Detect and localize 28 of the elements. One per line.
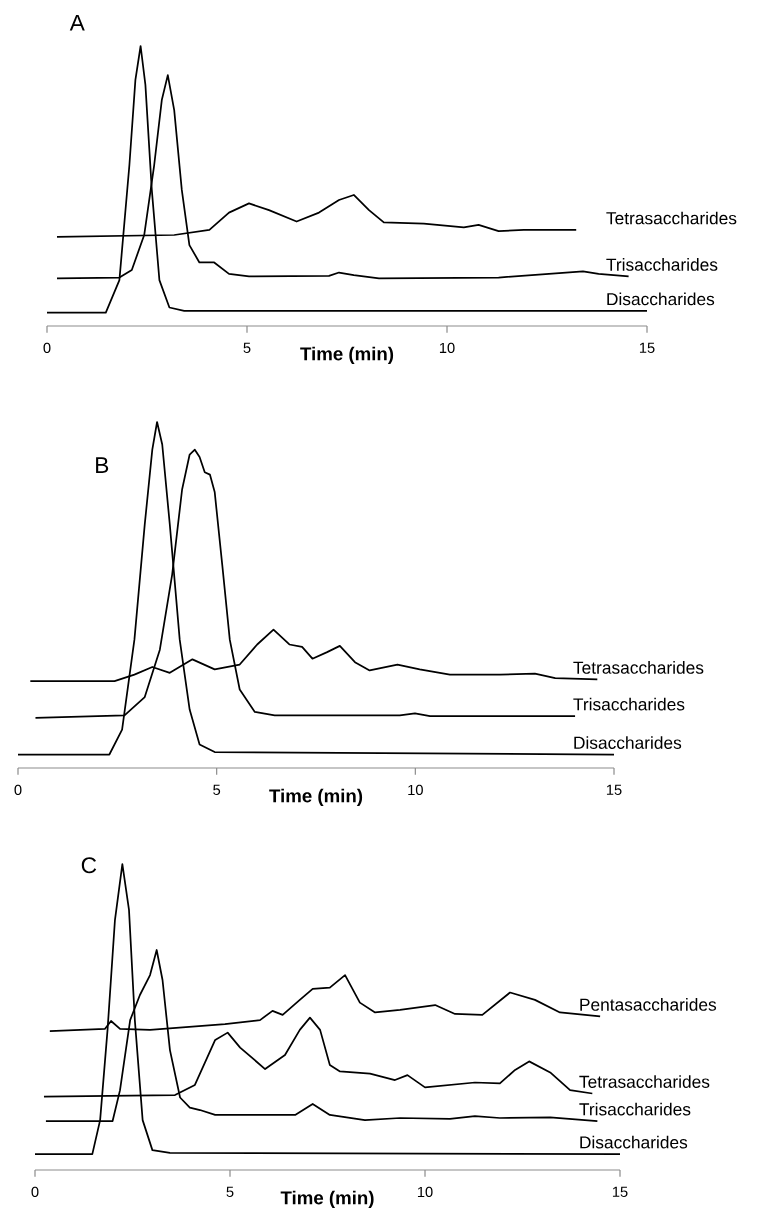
x-tick-label: 15 [606,784,622,795]
x-tick-label: 10 [408,784,423,796]
series-label: Trisaccharides [606,258,718,271]
x-tick-label: 5 [226,1186,234,1197]
x-tick-label: 10 [417,1186,433,1198]
x-tick-label: 0 [14,784,22,796]
x-tick-label: 5 [243,342,251,353]
x-tick-label: 0 [31,1186,39,1198]
x-tick-label: 0 [43,342,51,354]
x-tick-label: 10 [439,342,455,354]
series-label: Pentasaccharides [580,998,717,1011]
series-label: Trisaccharides [579,1102,691,1116]
x-tick-label: 15 [612,1186,628,1197]
x-axis-title: Time (min) [269,788,363,807]
chart-title: A [69,14,85,31]
text: B [96,457,109,473]
series-label: Trisaccharides [573,697,685,711]
series-label: Disaccharides [574,736,682,749]
x-tick-label: 15 [639,342,655,353]
x-axis-title: Time (min) [300,346,394,365]
series-label: Disaccharides [580,1135,688,1149]
x-tick-label: 5 [213,784,221,795]
x-axis-title: Time (min) [280,1190,374,1209]
chart-title: C [81,857,97,874]
series-label: Tetrasaccharides [573,661,704,674]
series-label: Disaccharides [607,292,715,306]
series-label: Tetrasaccharides [579,1075,710,1088]
series-label: Tetrasaccharides [606,211,737,225]
